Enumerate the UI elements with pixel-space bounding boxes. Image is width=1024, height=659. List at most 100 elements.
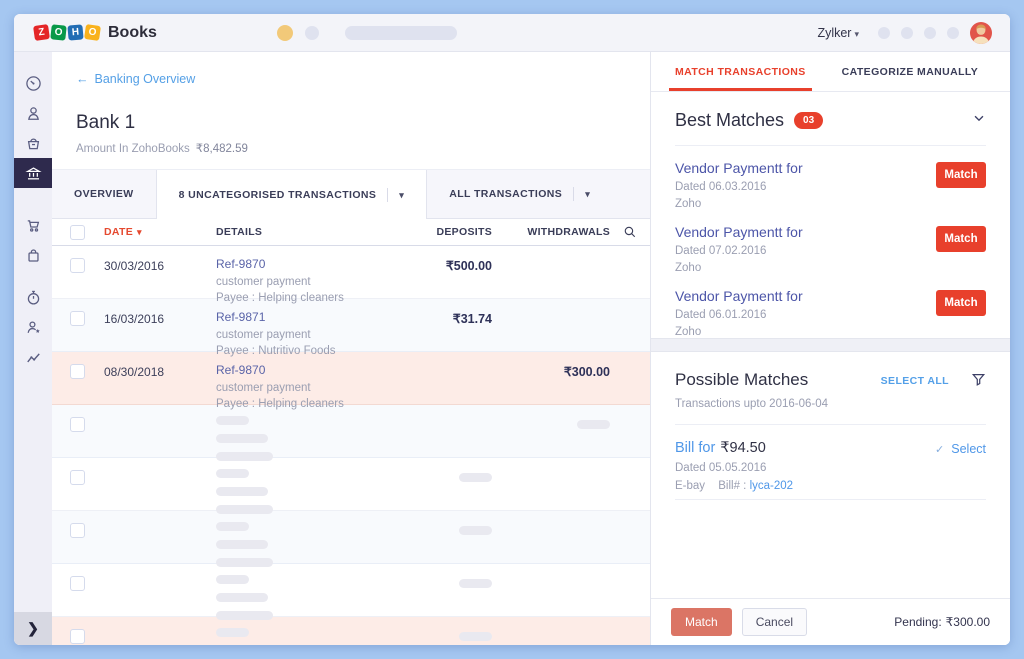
select-all-link[interactable]: SELECT ALL	[881, 375, 949, 387]
bill-link[interactable]: Bill for	[675, 440, 715, 456]
user-avatar[interactable]	[970, 22, 992, 44]
sidebar-item-dashboard[interactable]	[14, 68, 52, 98]
row-checkbox[interactable]	[70, 417, 85, 432]
table-row-selected[interactable]: 08/30/2018 Ref-9870 customer payment Pay…	[52, 352, 650, 405]
column-header-details: DETAILS	[216, 226, 388, 238]
table-row-skeleton	[52, 511, 650, 564]
bill-amount: ₹94.50	[720, 440, 766, 456]
match-item-title[interactable]: Vendor Paymentt for	[675, 224, 936, 240]
top-bar: Z O H O Books Zylker▾	[14, 14, 1010, 52]
bill-number-link[interactable]: lyca-202	[750, 480, 793, 492]
banking-bank-icon	[25, 165, 42, 182]
best-match-item: Vendor Paymentt for Dated 07.02.2016 Zoh…	[651, 210, 1010, 274]
filter-funnel-icon[interactable]	[971, 372, 986, 392]
transactions-table: 30/03/2016 Ref-9870 customer payment Pay…	[52, 246, 650, 645]
org-name: Zylker	[817, 26, 851, 40]
row-checkbox[interactable]	[70, 311, 85, 326]
row-checkbox[interactable]	[70, 470, 85, 485]
row-checkbox[interactable]	[70, 523, 85, 538]
contacts-person-icon	[25, 105, 42, 122]
row-checkbox[interactable]	[70, 576, 85, 591]
check-icon: ✓	[935, 444, 944, 456]
amount-value: ₹8,482.59	[196, 143, 248, 155]
topbar-placeholders	[277, 25, 457, 41]
caret-down-icon[interactable]: ▾	[387, 188, 404, 202]
match-button[interactable]: Match	[936, 226, 986, 252]
possible-matches-section: Possible Matches SELECT ALL Transactions…	[651, 352, 1010, 500]
match-button[interactable]: Match	[936, 290, 986, 316]
sidebar-item-time-tracking[interactable]	[14, 282, 52, 312]
items-basket-icon	[25, 135, 42, 152]
page-title: Bank 1	[76, 112, 650, 134]
select-all-checkbox[interactable]	[70, 225, 85, 240]
transaction-ref[interactable]: Ref-9871	[216, 310, 388, 324]
search-icon[interactable]	[623, 225, 637, 239]
logo-tile-z: Z	[33, 24, 50, 41]
dashboard-gauge-icon	[25, 75, 42, 92]
match-button[interactable]: Match	[936, 162, 986, 188]
amount-label: Amount In ZohoBooks	[76, 143, 190, 155]
footer-match-button[interactable]: Match	[671, 608, 732, 636]
back-to-banking-overview-link[interactable]: ← Banking Overview	[76, 72, 195, 86]
table-row-skeleton	[52, 617, 650, 645]
tab-overview[interactable]: OVERVIEW	[52, 170, 156, 218]
transaction-ref[interactable]: Ref-9870	[216, 257, 388, 271]
column-header-date[interactable]: DATE▾	[104, 226, 216, 238]
deposit-amount: ₹500.00	[446, 259, 492, 273]
match-item-title[interactable]: Vendor Paymentt for	[675, 288, 936, 304]
sidebar-item-items[interactable]	[14, 128, 52, 158]
section-divider	[651, 338, 1010, 352]
column-header-deposits: DEPOSITS	[388, 226, 492, 238]
withdrawal-amount: ₹300.00	[564, 365, 610, 379]
notification-dot-icon[interactable]	[277, 25, 293, 41]
tab-all-transactions[interactable]: ALL TRANSACTIONS ▾	[427, 170, 612, 218]
sidebar-expand-button[interactable]: ❯	[14, 612, 52, 645]
sidebar-item-reports[interactable]	[14, 342, 52, 372]
table-row-skeleton	[52, 405, 650, 458]
best-matches-count-badge: 03	[794, 112, 823, 129]
topbar-action-icon-2[interactable]	[901, 27, 913, 39]
best-matches-title: Best Matches	[675, 110, 784, 131]
left-nav-sidebar: ❯	[14, 52, 52, 645]
topbar-action-icon-3[interactable]	[924, 27, 936, 39]
chevron-down-icon[interactable]	[972, 111, 986, 130]
topbar-action-icon-1[interactable]	[878, 27, 890, 39]
avatar-person-icon	[970, 22, 992, 44]
zoho-books-logo[interactable]: Z O H O Books	[34, 24, 157, 42]
panel-footer: Match Cancel Pending:₹300.00	[651, 598, 1010, 645]
tab-match-transactions[interactable]: MATCH TRANSACTIONS	[675, 52, 806, 91]
sidebar-item-banking[interactable]	[14, 158, 52, 188]
topbar-action-icon-4[interactable]	[947, 27, 959, 39]
table-row[interactable]: 30/03/2016 Ref-9870 customer payment Pay…	[52, 246, 650, 299]
select-bill-button[interactable]: ✓Select	[935, 442, 986, 499]
sidebar-item-accountant[interactable]	[14, 312, 52, 342]
search-placeholder-bar[interactable]	[345, 26, 457, 40]
row-checkbox[interactable]	[70, 629, 85, 644]
row-checkbox[interactable]	[70, 258, 85, 273]
table-row-skeleton	[52, 458, 650, 511]
sidebar-item-purchases[interactable]	[14, 240, 52, 270]
sidebar-item-sales[interactable]	[14, 210, 52, 240]
back-link-label: Banking Overview	[95, 72, 196, 86]
expand-arrow-icon: ❯	[27, 620, 39, 637]
sidebar-item-contacts[interactable]	[14, 98, 52, 128]
transaction-ref[interactable]: Ref-9870	[216, 363, 388, 377]
footer-cancel-button[interactable]: Cancel	[742, 608, 807, 636]
bill-number-label: Bill# :	[718, 480, 746, 492]
match-item-title[interactable]: Vendor Paymentt for	[675, 160, 936, 176]
table-row[interactable]: 16/03/2016 Ref-9871 customer payment Pay…	[52, 299, 650, 352]
tab-uncategorised-transactions[interactable]: 8 UNCATEGORISED TRANSACTIONS ▾	[156, 170, 428, 219]
topbar-circle-icon[interactable]	[305, 26, 319, 40]
back-arrow-icon: ←	[76, 72, 89, 86]
tab-categorize-manually[interactable]: CATEGORIZE MANUALLY	[842, 52, 979, 91]
possible-matches-subtitle: Transactions upto 2016-06-04	[651, 392, 1010, 424]
main-content: ← Banking Overview Bank 1 Amount In Zoho…	[52, 52, 650, 645]
row-checkbox[interactable]	[70, 364, 85, 379]
pending-amount: Pending:₹300.00	[894, 615, 990, 629]
sales-cart-icon	[25, 217, 42, 234]
best-match-item: Vendor Paymentt for Dated 06.03.2016 Zoh…	[651, 146, 1010, 210]
org-selector[interactable]: Zylker▾	[817, 26, 859, 40]
logo-tile-o1: O	[50, 24, 66, 40]
product-name: Books	[108, 24, 157, 42]
caret-down-icon[interactable]: ▾	[573, 187, 590, 201]
